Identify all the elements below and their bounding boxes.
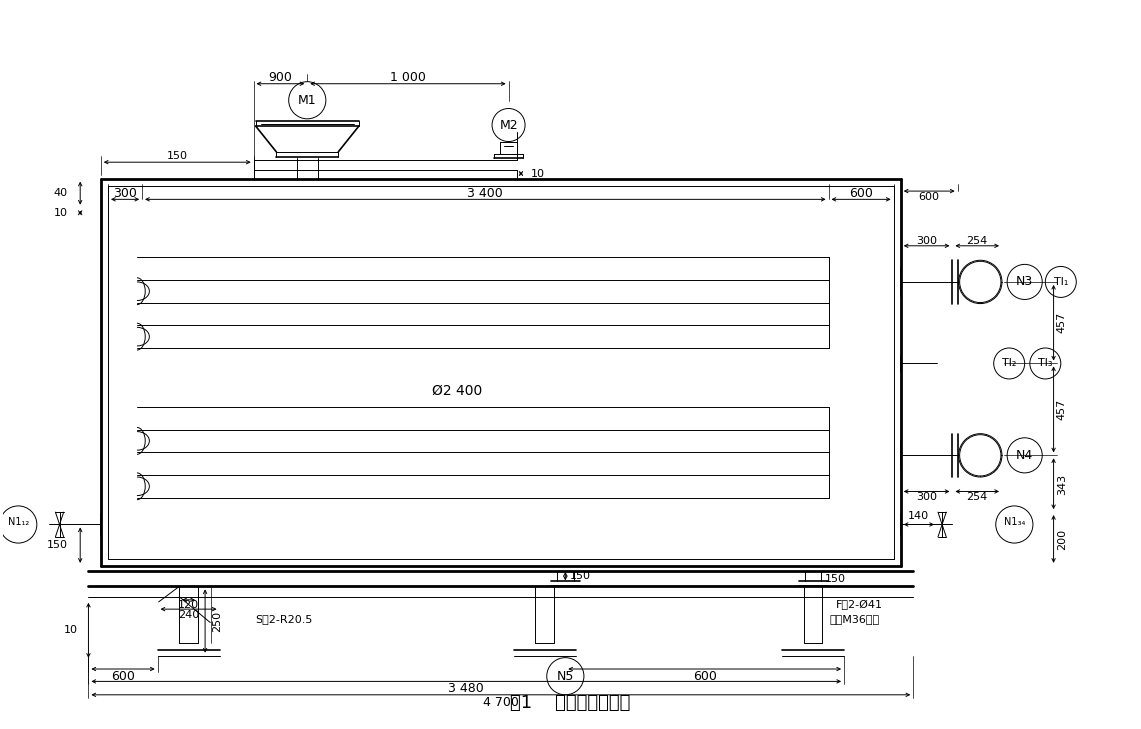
Text: 300: 300 — [113, 187, 137, 200]
Text: 457: 457 — [1057, 399, 1067, 420]
Text: N4: N4 — [1015, 449, 1034, 462]
Text: 10: 10 — [532, 168, 545, 179]
Text: 40: 40 — [54, 188, 67, 198]
Text: N5: N5 — [557, 670, 574, 683]
Text: 150: 150 — [47, 540, 67, 550]
Text: Tl₂: Tl₂ — [1002, 359, 1017, 368]
Text: 250: 250 — [212, 610, 222, 631]
Text: 254: 254 — [966, 235, 988, 246]
Text: 300: 300 — [916, 235, 937, 246]
Text: 200: 200 — [1057, 529, 1067, 550]
Text: 140: 140 — [908, 511, 929, 521]
Text: 457: 457 — [1057, 312, 1067, 333]
Text: 150: 150 — [825, 574, 847, 584]
Text: 600: 600 — [919, 192, 940, 202]
Text: N1₁₂: N1₁₂ — [8, 518, 29, 527]
Circle shape — [960, 434, 1001, 476]
Text: 600: 600 — [111, 670, 135, 683]
Text: 150: 150 — [167, 151, 188, 161]
Text: 600: 600 — [693, 670, 717, 683]
Text: M2: M2 — [500, 119, 518, 131]
Text: 900: 900 — [268, 71, 292, 84]
Text: 10: 10 — [64, 625, 78, 635]
Text: F型2-Ø41: F型2-Ø41 — [836, 600, 883, 610]
Text: N3: N3 — [1015, 276, 1034, 289]
Text: 1 000: 1 000 — [390, 71, 426, 84]
Text: 240: 240 — [178, 610, 200, 620]
Text: Tl₁: Tl₁ — [1053, 277, 1068, 287]
Text: 4 700: 4 700 — [483, 695, 519, 709]
Text: Ø2 400: Ø2 400 — [431, 383, 483, 397]
Text: 3 400: 3 400 — [468, 187, 503, 200]
Circle shape — [960, 261, 1001, 303]
Text: 10: 10 — [54, 208, 67, 218]
Text: 150: 150 — [570, 571, 591, 581]
Text: 343: 343 — [1057, 474, 1067, 495]
Text: 图1    熔盐储罐设计图: 图1 熔盐储罐设计图 — [510, 694, 631, 712]
Text: 安装M36螺栓: 安装M36螺栓 — [830, 615, 880, 625]
Text: M1: M1 — [298, 94, 316, 106]
Text: 120: 120 — [178, 600, 200, 610]
Text: 3 480: 3 480 — [448, 682, 484, 695]
Text: N1₃₄: N1₃₄ — [1004, 518, 1025, 527]
Text: 600: 600 — [849, 187, 873, 200]
Text: Tl₃: Tl₃ — [1038, 359, 1052, 368]
Text: S型2-R20.5: S型2-R20.5 — [256, 615, 313, 625]
Text: 300: 300 — [916, 491, 937, 502]
Text: 254: 254 — [966, 491, 988, 502]
